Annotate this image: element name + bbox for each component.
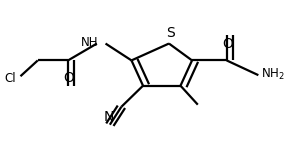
Text: S: S [166, 26, 175, 40]
Text: N: N [103, 110, 114, 124]
Text: NH: NH [81, 36, 98, 49]
Text: Cl: Cl [5, 72, 16, 85]
Text: O: O [222, 37, 233, 51]
Text: NH$_2$: NH$_2$ [261, 67, 285, 82]
Text: O: O [63, 71, 74, 85]
